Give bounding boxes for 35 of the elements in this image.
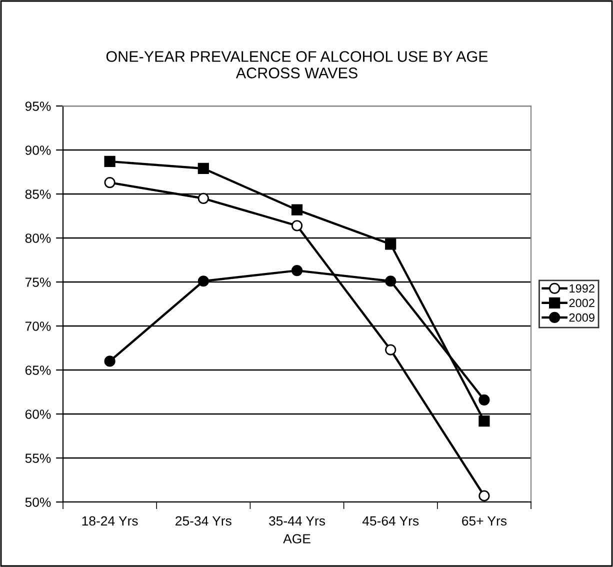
y-tick-label: 90% xyxy=(25,146,51,155)
y-tick-label: 75% xyxy=(25,278,51,287)
point xyxy=(104,156,116,167)
point xyxy=(478,394,490,406)
x-tick-label: 65+ Yrs xyxy=(462,516,507,526)
point xyxy=(291,220,303,232)
y-tick-label: 95% xyxy=(25,102,51,111)
point xyxy=(104,356,116,367)
x-axis-title: AGE xyxy=(283,534,310,544)
x-tick-label: 18-24 Yrs xyxy=(82,516,138,526)
y-tick-label: 55% xyxy=(25,454,51,463)
legend-label: 1992 xyxy=(570,284,594,293)
y-tick-label: 65% xyxy=(25,366,51,375)
point xyxy=(291,265,303,276)
legend-label: 2009 xyxy=(569,313,594,322)
y-tick-label: 60% xyxy=(25,410,51,419)
x-tick-label: 45-64 Yrs xyxy=(362,516,419,526)
point xyxy=(385,276,396,287)
point xyxy=(198,276,209,287)
point xyxy=(198,162,209,174)
x-tick-label: 25-34 Yrs xyxy=(176,516,232,526)
y-tick-label: 70% xyxy=(25,322,51,331)
point xyxy=(291,204,303,216)
point xyxy=(104,177,116,188)
point xyxy=(385,344,396,356)
legend-label: 2002 xyxy=(569,298,594,308)
point xyxy=(478,415,490,427)
y-tick-label: 50% xyxy=(25,498,51,507)
point xyxy=(478,490,490,502)
point xyxy=(198,192,209,204)
x-tick-label: 35-44 Yrs xyxy=(269,516,326,526)
y-tick-label: 80% xyxy=(25,234,51,243)
chart-title: ONE-YEAR PREVALENCE OF ALCOHOL USE BY AGE ACROSS WAVES xyxy=(106,51,488,78)
point xyxy=(385,238,396,250)
y-tick-label: 85% xyxy=(25,190,51,199)
